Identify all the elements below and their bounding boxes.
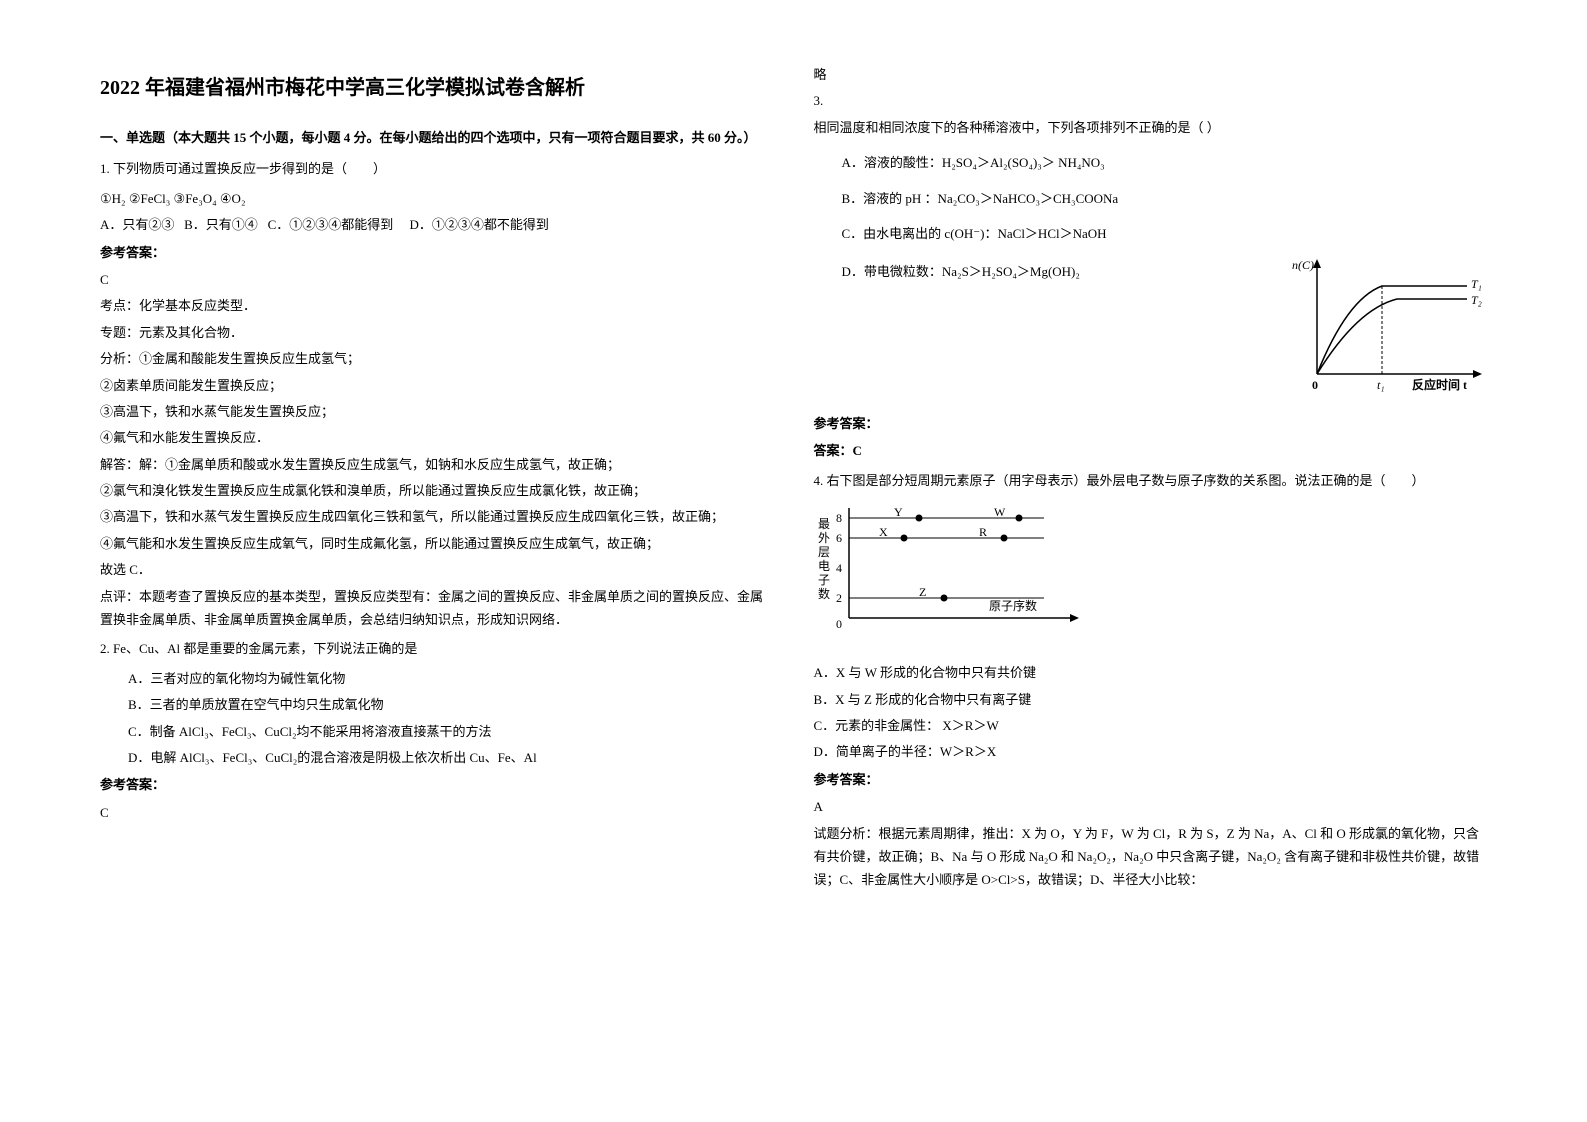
q1-stem: 1. 下列物质可通过置换反应一步得到的是（ ） <box>100 157 774 180</box>
q1-fx2: ②卤素单质间能发生置换反应； <box>100 374 774 397</box>
chart4-ylabel-6: 数 <box>818 586 830 601</box>
q1-jd3: ③高温下，铁和水蒸气发生置换反应生成四氧化三铁和氢气，所以能通过置换反应生成四氧… <box>100 505 774 528</box>
q2-optA: A．三者对应的氧化物均为碱性氧化物 <box>128 667 774 690</box>
chart4-ylabel-4: 电 <box>818 559 830 573</box>
chart4-electron-atomic: 最 外 层 电 子 数 8 6 4 2 0 Y X <box>814 498 1488 655</box>
chart4-pt-R: R <box>979 525 987 539</box>
q2-answer-label: 参考答案： <box>100 773 774 796</box>
q4-text: 右下图是部分短周期元素原子（用字母表示）最外层电子数与原子序数的关系图。说法正确… <box>827 473 1425 488</box>
chart4-svg: 最 外 层 电 子 数 8 6 4 2 0 Y X <box>814 498 1094 648</box>
chart3-T1: T₁ <box>1471 277 1482 291</box>
chart4-ytick-6: 6 <box>836 531 842 545</box>
q1-optA: A．只有②③ <box>100 217 174 232</box>
section-heading: 一、单选题（本大题共 15 个小题，每小题 4 分。在每小题给出的四个选项中，只… <box>100 126 774 149</box>
chart4-pt-Z: Z <box>919 585 926 599</box>
q1-optC: C．①②③④都能得到 <box>268 217 394 232</box>
q3-optD-row: D．带电微粒数：Na₂S＞H₂SO₄＞Mg(OH)₂ n(C) 0 t₁ 反应时… <box>814 248 1488 407</box>
chart4-pt-X: X <box>879 525 888 539</box>
exam-page: 2022 年福建省福州市梅花中学高三化学模拟试卷含解析 一、单选题（本大题共 1… <box>0 0 1587 1122</box>
q3-answer-label: 参考答案： <box>814 412 1488 435</box>
q1-kp: 考点：化学基本反应类型． <box>100 294 774 317</box>
q2-text: Fe、Cu、Al 都是重要的金属元素，下列说法正确的是 <box>113 641 417 656</box>
q4-optD: D．简单离子的半径：W＞R＞X <box>814 740 1488 763</box>
lue: 略 <box>814 63 1488 86</box>
q1-options: A．只有②③ B．只有①④ C．①②③④都能得到 D．①②③④都不能得到 <box>100 213 774 236</box>
q4-number: 4. <box>814 473 824 488</box>
q1-jd4: ④氟气能和水发生置换反应生成氧气，同时生成氟化氢，所以能通过置换反应生成氧气，故… <box>100 532 774 555</box>
q1-optB: B．只有①④ <box>184 217 258 232</box>
chart3-ylabel: n(C) <box>1292 258 1314 272</box>
q1-fx: 分析：①金属和酸能发生置换反应生成氢气； <box>100 347 774 370</box>
chart4-ytick-4: 4 <box>836 561 842 575</box>
chart3-origin: 0 <box>1312 378 1318 392</box>
q4-stem: 4. 右下图是部分短周期元素原子（用字母表示）最外层电子数与原子序数的关系图。说… <box>814 469 1488 492</box>
q1-text: 下列物质可通过置换反应一步得到的是（ ） <box>113 161 386 176</box>
chart4-ytick-0: 0 <box>836 617 842 631</box>
q3-optD: D．带电微粒数：Na₂S＞H₂SO₄＞Mg(OH)₂ <box>842 260 1288 283</box>
chart4-ytick-2: 2 <box>836 591 842 605</box>
chart4-ylabel-3: 层 <box>818 545 830 559</box>
q2-stem: 2. Fe、Cu、Al 都是重要的金属元素，下列说法正确的是 <box>100 637 774 660</box>
q1-dp: 点评：本题考查了置换反应的基本类型，置换反应类型有：金属之间的置换反应、非金属单… <box>100 585 774 632</box>
q4-answer-label: 参考答案： <box>814 768 1488 791</box>
chart4-ylabel-1: 最 <box>818 517 830 531</box>
chart4-pt-W: W <box>994 505 1006 519</box>
q2-optD: D．电解 AlCl₃、FeCl₃、CuCl₂的混合溶液是阴极上依次析出 Cu、F… <box>128 746 774 769</box>
q2-optC: C．制备 AlCl₃、FeCl₃、CuCl₂均不能采用将溶液直接蒸干的方法 <box>128 720 774 743</box>
q2-optB: B．三者的单质放置在空气中均只生成氧化物 <box>128 693 774 716</box>
q3-optC: C．由水电离出的 c(OH⁻)：NaCl＞HCl＞NaOH <box>842 222 1488 245</box>
q3-answer: 答案：C <box>814 439 1488 462</box>
chart3-nc-time: n(C) 0 t₁ 反应时间 t T₁ T₂ <box>1287 254 1487 401</box>
q1-answer-label: 参考答案： <box>100 241 774 264</box>
chart4-ylabel-5: 子 <box>818 573 830 587</box>
q3-optA: A．溶液的酸性：H₂SO₄＞Al₂(SO₄)₃＞ NH₄NO₃ <box>842 151 1488 174</box>
q1-jd: 解答：解：①金属单质和酸或水发生置换反应生成氢气，如钠和水反应生成氢气，故正确； <box>100 453 774 476</box>
chart3-t1: t₁ <box>1377 378 1385 392</box>
q4-answer: A <box>814 795 1488 818</box>
left-column: 2022 年福建省福州市梅花中学高三化学模拟试卷含解析 一、单选题（本大题共 1… <box>80 60 794 1062</box>
q2-number: 2. <box>100 641 110 656</box>
q4-fx: 试题分析：根据元素周期律，推出：X 为 O，Y 为 F，W 为 Cl，R 为 S… <box>814 822 1488 892</box>
chart3-svg: n(C) 0 t₁ 反应时间 t T₁ T₂ <box>1287 254 1487 394</box>
q1-number: 1. <box>100 161 110 176</box>
chart3-T2: T₂ <box>1471 293 1482 307</box>
q3-optB: B．溶液的 pH ：Na₂CO₃＞NaHCO₃＞CH₃COONa <box>842 187 1488 210</box>
chart4-pt-Y: Y <box>894 505 903 519</box>
page-title: 2022 年福建省福州市梅花中学高三化学模拟试卷含解析 <box>100 70 774 106</box>
q1-optD: D．①②③④都不能得到 <box>409 217 548 232</box>
chart4-ylabel-2: 外 <box>818 531 830 545</box>
q4-optB: B．X 与 Z 形成的化合物中只有离子键 <box>814 688 1488 711</box>
chart3-xlabel: 反应时间 t <box>1412 377 1467 392</box>
q1-answer: C <box>100 268 774 291</box>
right-column: 略 3. 相同温度和相同浓度下的各种稀溶液中，下列各项排列不正确的是（ ） A．… <box>794 60 1508 1062</box>
q1-fx4: ④氟气和水能发生置换反应． <box>100 426 774 449</box>
q4-optC: C．元素的非金属性： X＞R＞W <box>814 714 1488 737</box>
chart4-xlabel: 原子序数 <box>989 598 1037 613</box>
q3-text: 相同温度和相同浓度下的各种稀溶液中，下列各项排列不正确的是（ ） <box>814 116 1488 139</box>
q1-fx3: ③高温下，铁和水蒸气能发生置换反应； <box>100 400 774 423</box>
chart4-ytick-8: 8 <box>836 511 842 525</box>
q1-zt: 专题：元素及其化合物． <box>100 321 774 344</box>
q3-number: 3. <box>814 89 1488 112</box>
q1-items: ①H₂ ②FeCl₃ ③Fe₃O₄ ④O₂ <box>100 187 774 210</box>
q1-jd2: ②氯气和溴化铁发生置换反应生成氯化铁和溴单质，所以能通过置换反应生成氯化铁，故正… <box>100 479 774 502</box>
q4-optA: A．X 与 W 形成的化合物中只有共价键 <box>814 661 1488 684</box>
q2-answer: C <box>100 801 774 824</box>
q1-jd5: 故选 C． <box>100 558 774 581</box>
